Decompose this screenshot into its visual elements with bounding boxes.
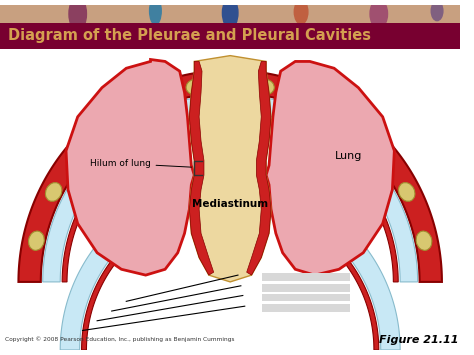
FancyBboxPatch shape bbox=[262, 304, 350, 312]
Text: Diagram of the Pleurae and Pleural Cavities: Diagram of the Pleurae and Pleural Cavit… bbox=[8, 28, 371, 43]
Text: Hilum of lung: Hilum of lung bbox=[90, 159, 191, 168]
Polygon shape bbox=[190, 56, 271, 282]
Polygon shape bbox=[66, 60, 194, 275]
Ellipse shape bbox=[320, 102, 338, 119]
FancyBboxPatch shape bbox=[262, 284, 350, 291]
Ellipse shape bbox=[186, 79, 205, 95]
Polygon shape bbox=[190, 61, 214, 275]
Ellipse shape bbox=[122, 102, 140, 119]
Polygon shape bbox=[18, 70, 442, 282]
Bar bbox=[0, 23, 460, 49]
Ellipse shape bbox=[431, 1, 443, 21]
Polygon shape bbox=[43, 94, 418, 282]
Ellipse shape bbox=[294, 0, 308, 24]
Ellipse shape bbox=[46, 182, 62, 201]
Ellipse shape bbox=[150, 0, 161, 24]
Text: Lung: Lung bbox=[335, 151, 363, 161]
Text: Figure 21.11: Figure 21.11 bbox=[379, 335, 458, 345]
Ellipse shape bbox=[399, 182, 415, 201]
Text: Mediastinum: Mediastinum bbox=[192, 199, 268, 209]
FancyBboxPatch shape bbox=[262, 273, 350, 281]
Polygon shape bbox=[62, 114, 398, 282]
Ellipse shape bbox=[69, 0, 86, 31]
Bar bbox=[0, 5, 460, 23]
Bar bbox=[0, 49, 460, 350]
Ellipse shape bbox=[370, 0, 388, 28]
Text: Copyright © 2008 Pearson Education, Inc., publishing as Benjamin Cummings: Copyright © 2008 Pearson Education, Inc.… bbox=[5, 337, 234, 342]
Ellipse shape bbox=[76, 138, 94, 155]
Polygon shape bbox=[82, 201, 379, 350]
Ellipse shape bbox=[366, 138, 384, 155]
Ellipse shape bbox=[28, 231, 44, 250]
FancyBboxPatch shape bbox=[262, 294, 350, 301]
Ellipse shape bbox=[416, 231, 432, 250]
Ellipse shape bbox=[222, 0, 238, 28]
Polygon shape bbox=[246, 61, 271, 275]
Polygon shape bbox=[60, 180, 400, 350]
Polygon shape bbox=[266, 61, 394, 275]
Ellipse shape bbox=[255, 79, 274, 95]
